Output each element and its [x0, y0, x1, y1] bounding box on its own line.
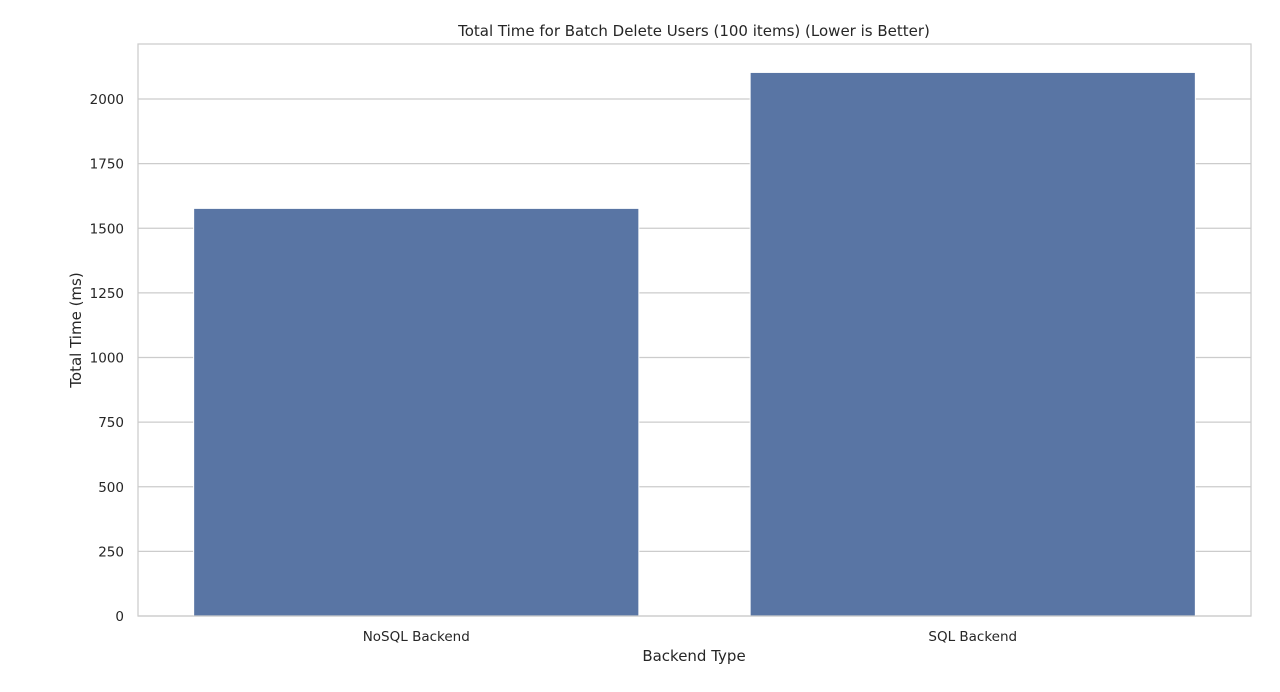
x-tick-label: NoSQL Backend — [363, 629, 470, 645]
y-tick-label: 2000 — [90, 92, 124, 108]
chart-title: Total Time for Batch Delete Users (100 i… — [457, 22, 930, 40]
x-tick-label: SQL Backend — [928, 629, 1017, 645]
plot-frame — [137, 43, 1252, 617]
x-tick-labels: NoSQL Backend SQL Backend — [363, 629, 1017, 645]
y-tick-label: 1000 — [90, 351, 124, 367]
bars — [193, 71, 1196, 617]
y-tick-label: 250 — [98, 544, 124, 560]
x-axis-label: Backend Type — [642, 647, 745, 665]
y-tick-label: 500 — [98, 480, 124, 496]
y-tick-label: 1250 — [90, 286, 124, 302]
y-tick-label: 750 — [98, 415, 124, 431]
y-tick-label: 0 — [115, 609, 124, 625]
y-axis-label: Total Time (ms) — [67, 272, 85, 388]
y-tick-labels: 0 250 500 750 1000 1250 1500 1750 2000 — [90, 92, 124, 625]
y-tick-label: 1500 — [90, 221, 124, 237]
y-tick-label: 1750 — [90, 157, 124, 173]
bar-nosql-backend — [193, 207, 640, 617]
bar-sql-backend — [749, 71, 1196, 617]
